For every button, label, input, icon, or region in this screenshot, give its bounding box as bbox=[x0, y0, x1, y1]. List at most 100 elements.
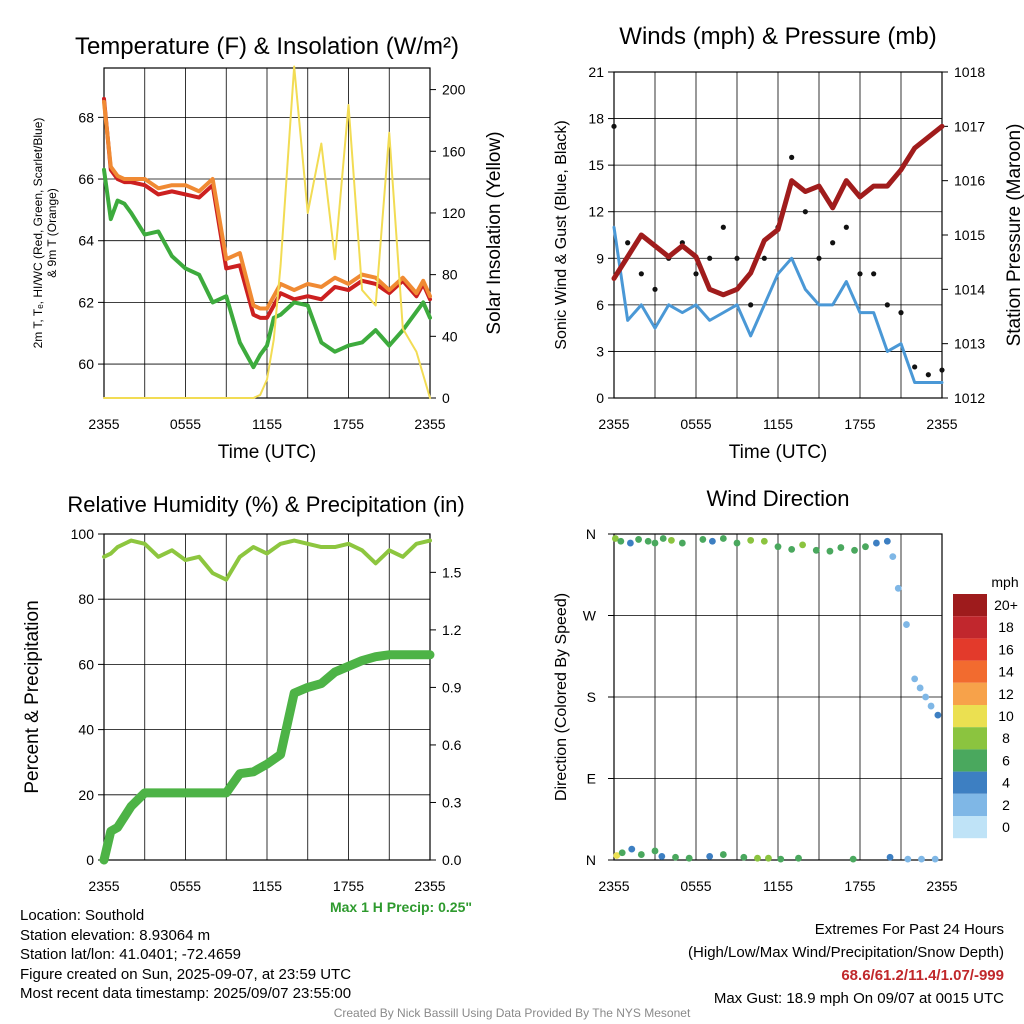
colorbar-swatch bbox=[953, 682, 987, 705]
temp-xtick: 1155 bbox=[252, 416, 282, 432]
temp-ytick: 62 bbox=[78, 294, 94, 310]
gust-point bbox=[707, 255, 713, 261]
dir-point bbox=[904, 855, 912, 863]
dir-point bbox=[788, 545, 796, 553]
rh-xtick: 2355 bbox=[88, 878, 119, 894]
wind-ytick: 18 bbox=[588, 111, 604, 127]
dir-point bbox=[934, 711, 942, 719]
wind-xtick: 2355 bbox=[926, 416, 957, 432]
dir-point bbox=[873, 539, 880, 547]
colorbar-swatch bbox=[953, 727, 987, 750]
wind-xtick: 0555 bbox=[680, 416, 711, 432]
dir-point bbox=[849, 855, 857, 863]
dir-point bbox=[760, 537, 768, 545]
wind-ytick-right: 1012 bbox=[954, 390, 985, 406]
colorbar-swatch bbox=[953, 793, 987, 816]
colorbar-title: mph bbox=[991, 574, 1018, 590]
wind-series-sonic bbox=[612, 225, 944, 384]
dir-point bbox=[627, 539, 634, 547]
dir-point bbox=[651, 539, 659, 547]
rh-title: Relative Humidity (%) & Precipitation (i… bbox=[67, 492, 464, 517]
colorbar-label: 14 bbox=[998, 664, 1014, 680]
dir-point bbox=[931, 855, 939, 863]
wind-ylabel: Sonic Wind & Gust (Blue, Black) bbox=[553, 120, 570, 349]
temp-ytick: 60 bbox=[78, 356, 94, 372]
dir-point bbox=[927, 702, 935, 710]
dir-point bbox=[777, 855, 785, 863]
wind-ytick-right: 1016 bbox=[954, 173, 985, 189]
dir-point bbox=[658, 852, 666, 860]
gust-point bbox=[761, 255, 767, 261]
dir-point bbox=[862, 543, 869, 551]
gust-point bbox=[830, 240, 836, 246]
station-latlon: Station lat/lon: 41.0401; -72.4659 bbox=[20, 946, 242, 963]
dir-point bbox=[635, 536, 642, 543]
dir-point bbox=[883, 537, 891, 545]
figure-created: Figure created on Sun, 2025-09-07, at 23… bbox=[20, 965, 352, 983]
rh-series-precip bbox=[99, 650, 435, 865]
gust-point bbox=[748, 302, 754, 308]
gust-point bbox=[625, 240, 631, 246]
dir-point bbox=[740, 853, 748, 861]
rh-ytick-right: 1.5 bbox=[442, 564, 462, 580]
dir-point bbox=[685, 854, 693, 862]
station-info: Location: Southold Station elevation: 8.… bbox=[20, 906, 351, 1004]
gust-point bbox=[652, 286, 658, 292]
dir-xtick: 1755 bbox=[844, 878, 875, 894]
rh-ytick: 80 bbox=[78, 591, 94, 607]
extremes-subtitle: (High/Low/Max Wind/Precipitation/Snow De… bbox=[688, 944, 1004, 961]
temp-ytick-right: 0 bbox=[442, 390, 450, 406]
wind-ytick: 3 bbox=[596, 343, 604, 359]
temp-ytick: 64 bbox=[78, 233, 94, 249]
rh-series-humidity bbox=[102, 538, 432, 582]
rh-ytick-right: 1.2 bbox=[442, 622, 462, 638]
dir-point bbox=[659, 535, 667, 542]
wind-ytick: 12 bbox=[588, 204, 604, 220]
dir-ytick: E bbox=[587, 771, 596, 787]
dir-point bbox=[754, 854, 761, 862]
wind-title: Winds (mph) & Pressure (mb) bbox=[619, 23, 936, 50]
temp-xtick: 0555 bbox=[170, 416, 201, 432]
rh-ytick: 60 bbox=[78, 656, 94, 672]
wind-ytick-right: 1017 bbox=[954, 118, 985, 134]
gust-point bbox=[734, 255, 740, 261]
rh-ytick: 20 bbox=[78, 787, 94, 803]
dir-ytick: N bbox=[586, 852, 596, 868]
rh-xtick: 2355 bbox=[414, 878, 445, 894]
temp-series-solar-insolation bbox=[103, 65, 431, 399]
dir-point bbox=[719, 851, 727, 858]
dir-point bbox=[922, 693, 929, 701]
dir-point bbox=[916, 684, 924, 692]
temp-ylabel-line2: & 9m T (Orange) bbox=[45, 188, 59, 278]
dir-point bbox=[699, 536, 707, 543]
colorbar-label: 20+ bbox=[994, 597, 1018, 613]
temp-xlabel: Time (UTC) bbox=[218, 442, 317, 463]
rh-ytick: 0 bbox=[86, 852, 94, 868]
gust-point bbox=[611, 123, 617, 129]
temp-ylabel-line1: 2m T, Tₑ, HI/WC (Red, Green, Scarlet/Blu… bbox=[31, 118, 45, 349]
colorbar-swatch bbox=[953, 705, 987, 728]
wind-ylabel-right: Station Pressure (Maroon) bbox=[1004, 124, 1024, 347]
colorbar-swatch bbox=[953, 749, 987, 772]
wind-ytick: 0 bbox=[596, 390, 604, 406]
dir-point bbox=[651, 847, 659, 855]
rh-ytick: 100 bbox=[71, 526, 95, 542]
extremes-title: Extremes For Past 24 Hours bbox=[814, 921, 1004, 938]
rh-xtick: 0555 bbox=[170, 878, 201, 894]
extremes-values: 68.6/61.2/11.4/1.07/-999 bbox=[841, 967, 1004, 984]
temp-ytick-right: 160 bbox=[442, 143, 466, 159]
dir-point bbox=[709, 537, 716, 545]
wind-ytick: 6 bbox=[596, 297, 604, 313]
wind-ytick-right: 1015 bbox=[954, 227, 985, 243]
wind-ytick: 15 bbox=[588, 157, 604, 173]
dir-point bbox=[617, 537, 625, 545]
gust-point bbox=[871, 271, 877, 277]
colorbar-label: 6 bbox=[1002, 752, 1010, 768]
rh-xtick: 1755 bbox=[333, 878, 364, 894]
gust-point bbox=[884, 302, 890, 308]
colorbar-swatch bbox=[953, 638, 987, 661]
dir-point bbox=[799, 541, 806, 549]
temp-ylabel-right: Solar Insolation (Yellow) bbox=[484, 131, 505, 334]
max-precip-label: Max 1 H Precip: 0.25" bbox=[330, 899, 472, 915]
